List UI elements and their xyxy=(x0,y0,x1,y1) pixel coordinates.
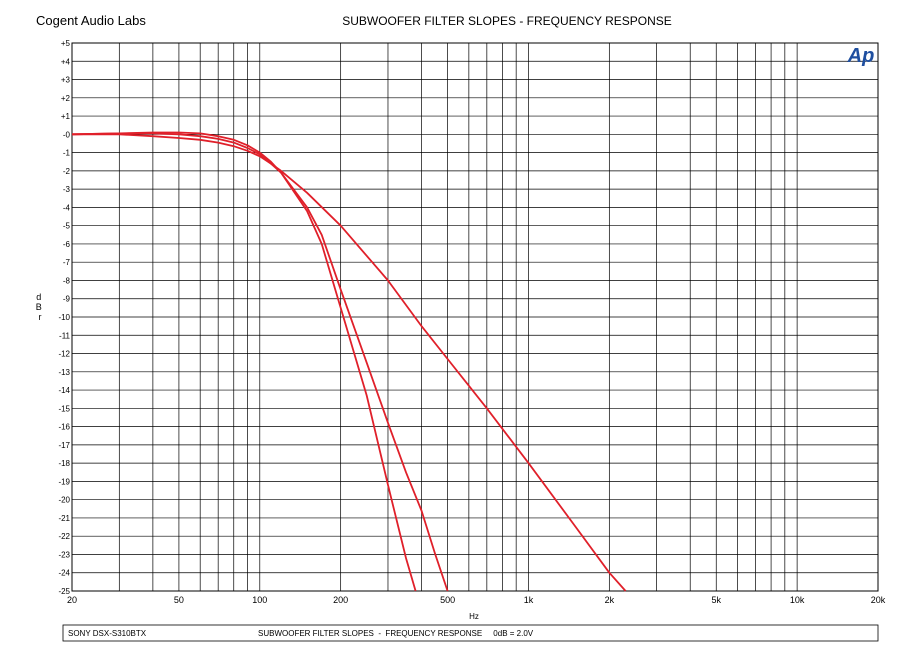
x-tick-label: 1k xyxy=(524,595,534,605)
y-tick-label: -5 xyxy=(63,222,71,231)
y-axis-label: d B r xyxy=(36,292,45,322)
grid xyxy=(71,42,879,592)
y-tick-label: -10 xyxy=(58,313,70,322)
y-tick-label: +2 xyxy=(61,94,71,103)
y-tick-label: -13 xyxy=(58,368,70,377)
company-name: Cogent Audio Labs xyxy=(36,13,146,28)
y-tick-label: -1 xyxy=(63,149,71,158)
y-tick-label: -24 xyxy=(58,569,70,578)
y-tick-label: +1 xyxy=(61,112,71,121)
x-tick-label: 2k xyxy=(605,595,615,605)
y-tick-label: -12 xyxy=(58,350,70,359)
x-axis-label: Hz xyxy=(469,612,479,621)
y-tick-label: -6 xyxy=(63,240,71,249)
y-tick-label: -17 xyxy=(58,441,70,450)
y-tick-label: -8 xyxy=(63,276,71,285)
footer-box xyxy=(62,624,879,642)
y-tick-label: -19 xyxy=(58,477,70,486)
y-tick-label: +5 xyxy=(61,39,71,48)
y-tick-label: -21 xyxy=(58,514,70,523)
footer-device: SONY DSX-S310BTX xyxy=(68,629,147,638)
x-tick-label: 20k xyxy=(871,595,886,605)
y-tick-label: -9 xyxy=(63,295,71,304)
y-tick-label: -20 xyxy=(58,496,70,505)
y-tick-label: -7 xyxy=(63,258,71,267)
tick-labels: +5 +4 +3 +2 +1 -0 -1 -2 -3 -4 -5 -6 -7 -8 -9 -10 -11 -12 -… xyxy=(58,39,885,605)
x-tick-label: 100 xyxy=(252,595,267,605)
y-tick-label: -0 xyxy=(63,130,71,139)
y-tick-label: -25 xyxy=(58,587,70,596)
series-lines xyxy=(71,131,627,592)
x-tick-label: 20 xyxy=(67,595,77,605)
y-tick-label: +4 xyxy=(61,57,71,66)
footer-caption: SUBWOOFER FILTER SLOPES - FREQUENCY RESP… xyxy=(258,629,534,638)
y-tick-label: -16 xyxy=(58,423,70,432)
plot-border xyxy=(71,42,879,592)
series-line-3 xyxy=(71,131,417,592)
x-tick-label: 200 xyxy=(333,595,348,605)
y-tick-label: -22 xyxy=(58,532,70,541)
y-tick-label: -18 xyxy=(58,459,70,468)
y-tick-label: -3 xyxy=(63,185,71,194)
y-tick-label: -23 xyxy=(58,550,70,559)
y-axis-label-r: r xyxy=(39,312,42,322)
y-tick-label: -14 xyxy=(58,386,70,395)
y-tick-label: -2 xyxy=(63,167,71,176)
series-line-1 xyxy=(72,133,627,592)
x-tick-label: 50 xyxy=(174,595,184,605)
y-tick-label: -11 xyxy=(59,331,71,340)
y-tick-label: -4 xyxy=(63,203,71,212)
x-tick-label: 5k xyxy=(711,595,721,605)
y-axis-label-b: B xyxy=(36,302,42,312)
chart-title: SUBWOOFER FILTER SLOPES - FREQUENCY RESP… xyxy=(342,14,672,28)
y-tick-label: +3 xyxy=(61,76,71,85)
x-tick-label: 10k xyxy=(790,595,805,605)
y-axis-label-d: d xyxy=(36,292,41,302)
ap-logo: Ap xyxy=(847,45,875,67)
x-tick-label: 500 xyxy=(440,595,455,605)
y-tick-label: -15 xyxy=(58,404,70,413)
